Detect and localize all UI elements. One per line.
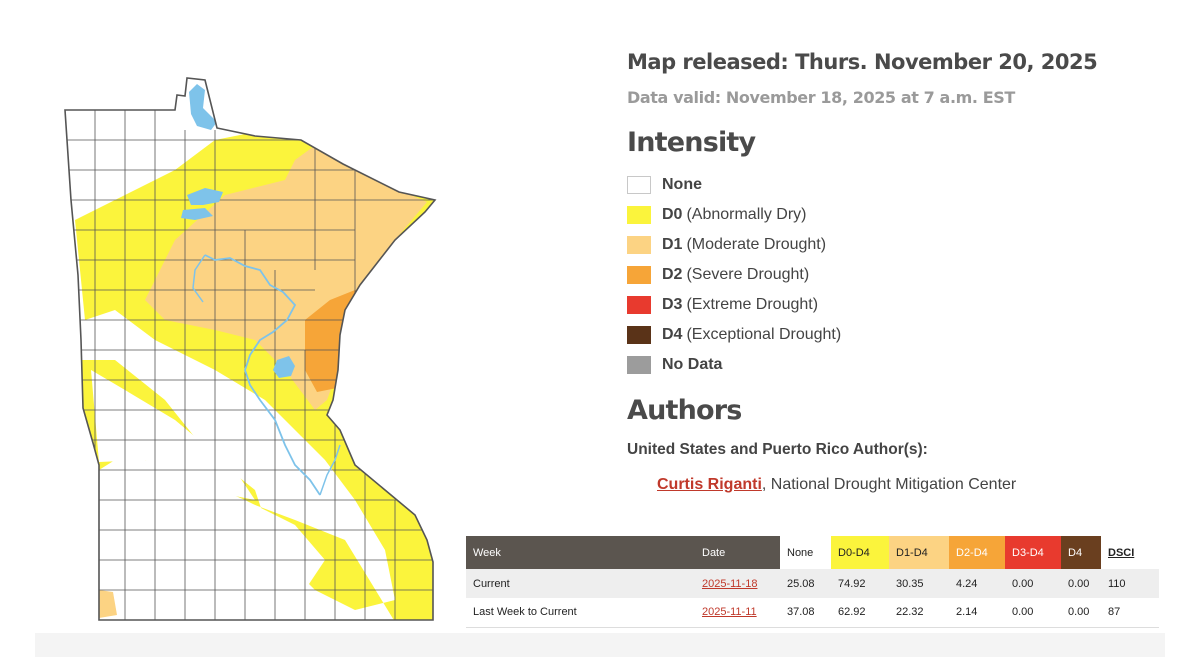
intensity-heading: Intensity (627, 127, 756, 158)
data-valid-date: Data valid: November 18, 2025 at 7 a.m. … (627, 88, 1015, 107)
lake-mille-lacs (273, 356, 295, 378)
river-tributary (192, 254, 206, 303)
table-row: Last Week to Current 2025-11-11 37.08 62… (466, 598, 1159, 628)
d1-sliver-southwest (99, 590, 117, 618)
cell-d2-d4: 2.14 (949, 598, 1005, 628)
d1-area (145, 144, 427, 410)
legend-swatch-d4 (627, 326, 651, 344)
cell-dsci: 87 (1101, 598, 1159, 628)
cell-d0-d4: 62.92 (831, 598, 889, 628)
legend-code: D2 (662, 266, 683, 283)
cell-d2-d4: 4.24 (949, 569, 1005, 598)
legend-swatch-d0 (627, 206, 651, 224)
col-header-date: Date (695, 536, 780, 569)
col-header-d1-d4: D1-D4 (889, 536, 949, 569)
authors-heading: Authors (627, 395, 742, 426)
legend-swatch-d2 (627, 266, 651, 284)
legend-item-no-data: No Data (627, 350, 841, 380)
cell-d0-d4: 74.92 (831, 569, 889, 598)
legend-swatch-no-data (627, 356, 651, 374)
cell-d1-d4: 22.32 (889, 598, 949, 628)
authors-subheading: United States and Puerto Rico Author(s): (627, 441, 928, 458)
col-header-d4: D4 (1061, 536, 1101, 569)
lake-lake-of-the-woods (189, 84, 217, 130)
state-border (64, 77, 437, 621)
cell-week: Last Week to Current (466, 598, 695, 628)
cell-none: 37.08 (780, 598, 831, 628)
table-header-row: Week Date None D0-D4 D1-D4 D2-D4 D3-D4 D… (466, 536, 1159, 569)
legend-code: D0 (662, 206, 683, 223)
legend-code: D4 (662, 326, 683, 343)
page-bottom-band (35, 633, 1165, 657)
river (204, 254, 321, 496)
legend-item-d0: D0 (Abnormally Dry) (627, 200, 841, 230)
date-link[interactable]: 2025-11-18 (702, 577, 758, 590)
legend-item-d1: D1 (Moderate Drought) (627, 230, 841, 260)
intensity-legend: None D0 (Abnormally Dry) D1 (Moderate Dr… (627, 170, 841, 380)
legend-swatch-d3 (627, 296, 651, 314)
cell-d1-d4: 30.35 (889, 569, 949, 598)
cell-date: 2025-11-11 (695, 598, 780, 628)
author-link[interactable]: Curtis Riganti (657, 476, 762, 493)
col-header-d2-d4: D2-D4 (949, 536, 1005, 569)
cell-week: Current (466, 569, 695, 598)
legend-item-d2: D2 (Severe Drought) (627, 260, 841, 290)
col-header-d0-d4: D0-D4 (831, 536, 889, 569)
legend-item-d4: D4 (Exceptional Drought) (627, 320, 841, 350)
cell-d4: 0.00 (1061, 569, 1101, 598)
no-drought-wedge-southwest (91, 370, 255, 500)
legend-desc: (Moderate Drought) (686, 236, 827, 253)
table-row: Current 2025-11-18 25.08 74.92 30.35 4.2… (466, 569, 1159, 598)
map-released-date: Map released: Thurs. November 20, 2025 (627, 50, 1098, 74)
date-link[interactable]: 2025-11-11 (702, 606, 757, 619)
legend-code: None (662, 176, 702, 193)
legend-desc: (Severe Drought) (686, 266, 810, 283)
legend-desc: (Exceptional Drought) (686, 326, 842, 343)
no-drought-wedge-south (115, 450, 325, 590)
cell-d4: 0.00 (1061, 598, 1101, 628)
cell-d3-d4: 0.00 (1005, 598, 1061, 628)
col-header-d3-d4: D3-D4 (1005, 536, 1061, 569)
col-header-dsci-link[interactable]: DSCI (1101, 536, 1159, 569)
legend-desc: (Abnormally Dry) (686, 206, 807, 223)
drought-map (55, 70, 455, 630)
legend-code: D1 (662, 236, 683, 253)
col-header-none: None (780, 536, 831, 569)
cell-none: 25.08 (780, 569, 831, 598)
author-entry: Curtis Riganti, National Drought Mitigat… (657, 470, 1017, 500)
legend-code: No Data (662, 356, 723, 373)
legend-item-d3: D3 (Extreme Drought) (627, 290, 841, 320)
river-east (319, 444, 341, 496)
legend-item-none: None (627, 170, 841, 200)
legend-desc: (Extreme Drought) (686, 296, 819, 313)
legend-swatch-none (627, 176, 651, 194)
county-lines (65, 110, 435, 620)
minnesota-drought-map-svg (64, 77, 437, 621)
legend-code: D3 (662, 296, 683, 313)
cell-date: 2025-11-18 (695, 569, 780, 598)
lake-red-lake (181, 188, 223, 220)
author-affiliation: , National Drought Mitigation Center (761, 476, 1017, 493)
cell-dsci: 110 (1101, 569, 1159, 598)
legend-swatch-d1 (627, 236, 651, 254)
drought-statistics-table: Week Date None D0-D4 D1-D4 D2-D4 D3-D4 D… (466, 536, 1159, 628)
col-header-week: Week (466, 536, 695, 569)
cell-d3-d4: 0.00 (1005, 569, 1061, 598)
